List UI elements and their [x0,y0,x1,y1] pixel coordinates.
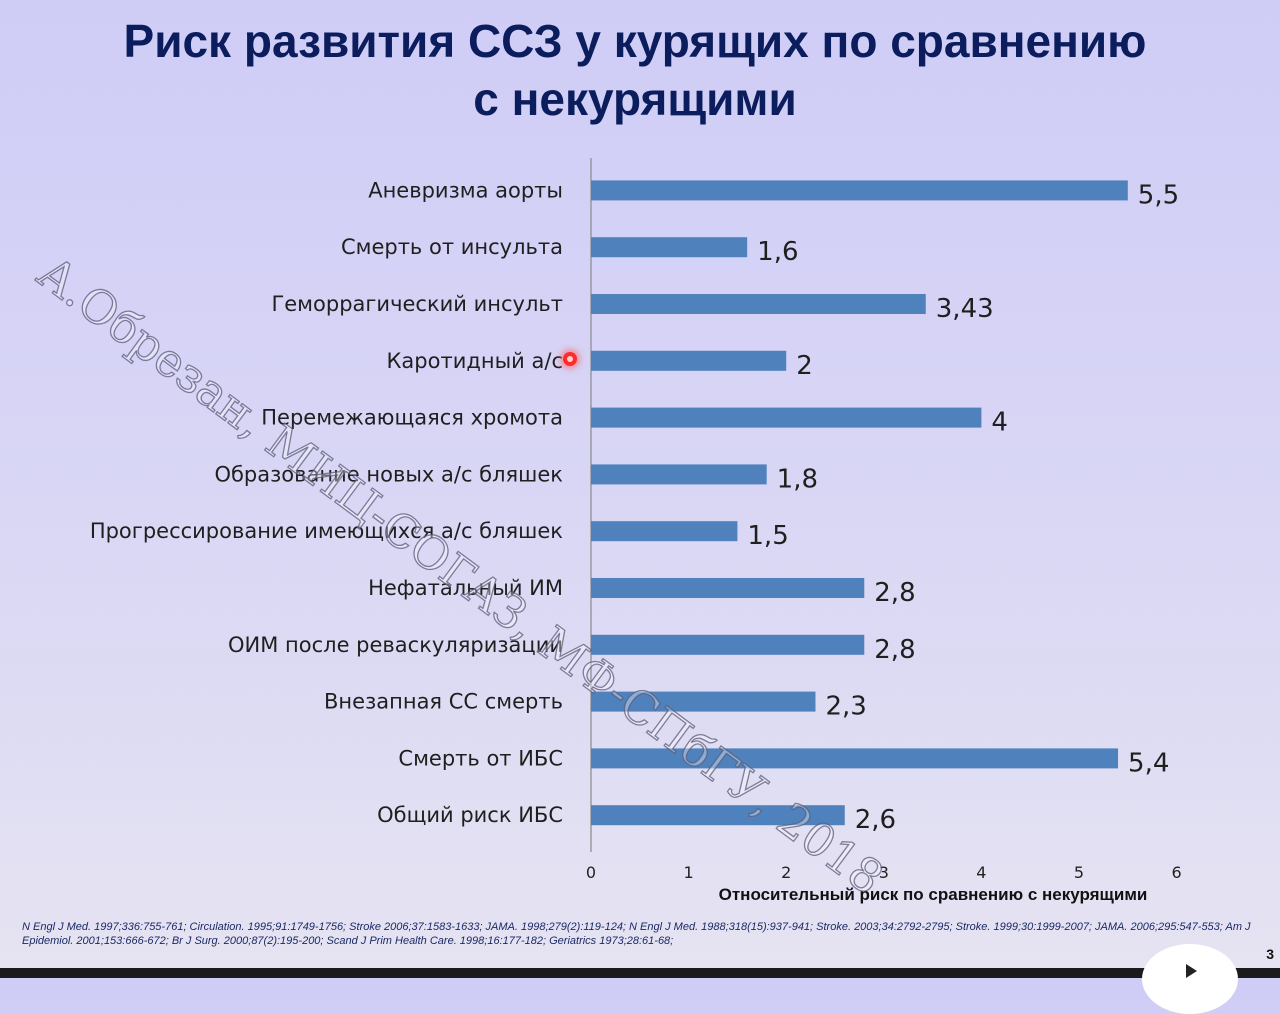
bar [591,180,1128,201]
category-label: Прогрессирование имеющихся а/с бляшек [90,519,563,543]
bar [591,521,738,542]
x-tick-label: 0 [586,863,596,882]
bar [591,805,845,826]
laser-pointer-icon [563,352,577,366]
value-label: 3,43 [936,294,994,324]
bar [591,350,787,371]
play-icon [1186,964,1197,978]
value-label: 5,4 [1128,748,1169,778]
bar [591,748,1119,769]
category-label: Образование новых а/с бляшек [214,462,563,486]
value-label: 2,8 [874,635,915,665]
title-line-1: Риск развития ССЗ у курящих по сравнению [123,15,1147,67]
x-axis-title: Относительный риск по сравнению с некуря… [719,885,1148,904]
slide-title: Риск развития ССЗ у курящих по сравнению… [0,12,1270,128]
play-button[interactable] [1142,944,1238,1014]
category-label: Перемежающаяся хромота [261,406,563,430]
value-label: 2,6 [855,805,896,835]
value-label: 1,8 [777,464,818,494]
category-label: Общий риск ИБС [377,803,563,827]
video-control-bar [0,968,1280,978]
value-label: 4 [991,408,1008,438]
x-tick-label: 4 [976,863,986,882]
x-tick-label: 3 [879,863,889,882]
category-label: ОИМ после реваскуляризации [228,633,563,657]
title-line-2: с некурящими [473,73,797,125]
bar [591,237,748,258]
category-label: Смерть от ИБС [398,746,563,770]
bar [591,464,767,485]
category-label: Нефатальный ИМ [368,576,563,600]
value-label: 2 [796,351,813,381]
bar [591,294,926,314]
x-tick-label: 2 [781,863,791,882]
x-tick-label: 6 [1172,863,1182,882]
references: N Engl J Med. 1997;336:755-761; Circulat… [22,921,1251,947]
category-label: Смерть от инсульта [341,235,563,259]
value-label: 2,3 [825,692,866,722]
value-label: 2,8 [874,578,915,608]
category-label: Внезапная СС смерть [324,690,563,714]
value-label: 1,6 [757,237,798,267]
category-label: Аневризма аорты [368,178,563,202]
x-tick-label: 1 [684,863,694,882]
bar [591,578,865,598]
category-label: Геморрагический инсульт [271,292,563,316]
bar-chart: Аневризма аорты 5,5 Смерть от инсульта 1,6 Г… [90,158,1182,904]
category-label: Каротидный а/с [387,349,563,373]
bar [591,407,982,428]
value-label: 5,5 [1138,180,1179,210]
bar [591,691,816,712]
slide-number: 3 [1266,946,1274,962]
value-label: 1,5 [747,521,788,551]
x-tick-label: 5 [1074,863,1084,882]
bar [591,634,865,655]
